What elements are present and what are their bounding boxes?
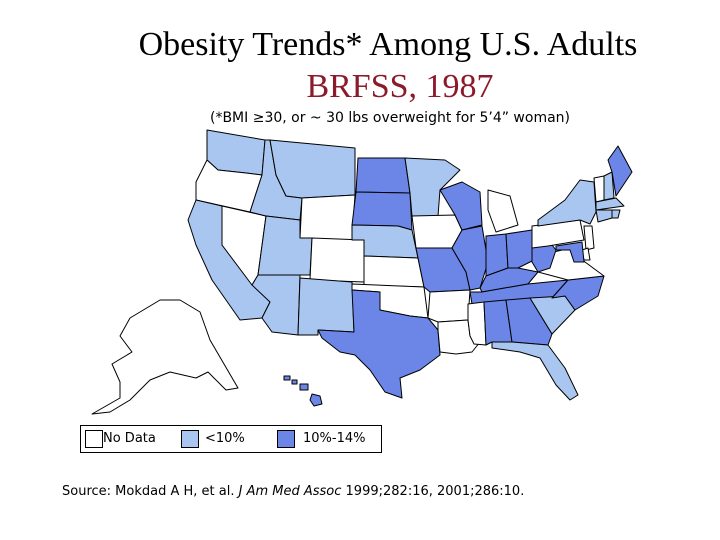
legend-label: 10%-14% bbox=[303, 431, 366, 446]
legend-swatch bbox=[277, 430, 295, 448]
source-prefix: Source: Mokdad A H, et al. bbox=[62, 484, 239, 499]
state-CT bbox=[595, 209, 613, 223]
state-OH bbox=[505, 229, 539, 269]
legend: No Data <10% 10%-14% bbox=[80, 425, 382, 453]
state-NJ bbox=[583, 225, 595, 251]
state-MN bbox=[404, 157, 461, 217]
state-AK bbox=[91, 299, 239, 415]
legend-swatch bbox=[181, 430, 199, 448]
map-subtitle: BRFSS, 1987 bbox=[306, 68, 494, 105]
state-MT bbox=[269, 139, 356, 199]
state-CO bbox=[309, 237, 365, 283]
state-VT bbox=[593, 175, 605, 203]
map-title: Obesity Trends* Among U.S. Adults bbox=[138, 26, 638, 63]
state-MI bbox=[487, 189, 519, 233]
state-KS bbox=[363, 255, 425, 288]
source-journal: J Am Med Assoc bbox=[238, 484, 342, 499]
source-citation: Source: Mokdad A H, et al. J Am Med Asso… bbox=[62, 484, 524, 499]
state-MD bbox=[555, 241, 585, 263]
state-GA bbox=[505, 297, 553, 346]
state-TX bbox=[317, 289, 441, 399]
state-WY bbox=[299, 194, 356, 241]
state-FL bbox=[491, 341, 579, 401]
state-NY bbox=[537, 179, 597, 227]
legend-label: <10% bbox=[205, 431, 245, 446]
state-ND bbox=[355, 157, 411, 194]
state-IL bbox=[451, 225, 489, 291]
bmi-note: (*BMI ≥30, or ~ 30 lbs overweight for 5’… bbox=[209, 110, 570, 126]
state-AR bbox=[427, 289, 471, 323]
source-suffix: 1999;282:16, 2001;286:10. bbox=[341, 484, 525, 499]
state-ME bbox=[607, 145, 633, 197]
state-RI bbox=[611, 209, 621, 219]
state-MA bbox=[595, 197, 625, 211]
state-HI bbox=[283, 375, 323, 407]
legend-label: No Data bbox=[103, 431, 156, 446]
legend-swatch bbox=[85, 430, 103, 448]
state-WI bbox=[439, 181, 483, 231]
state-SD bbox=[351, 191, 413, 231]
state-NM bbox=[297, 277, 355, 336]
